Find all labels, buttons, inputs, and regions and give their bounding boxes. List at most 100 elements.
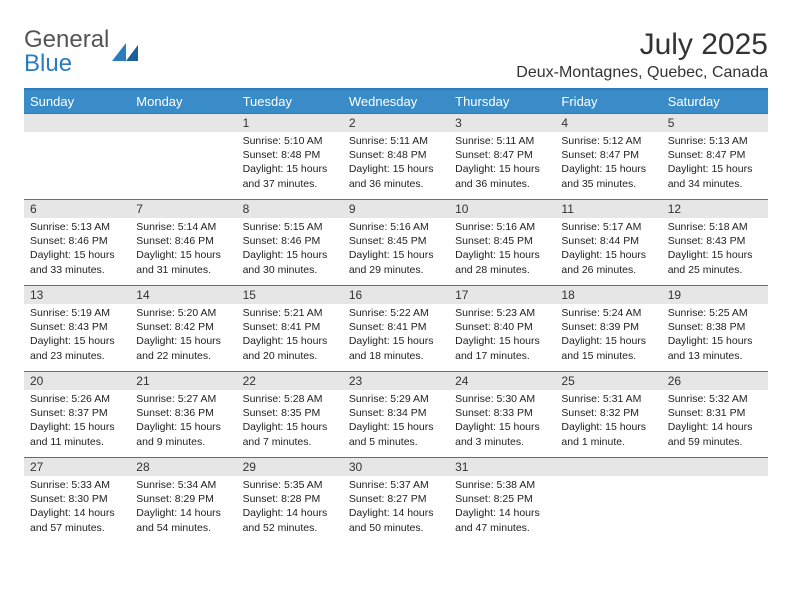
calendar-cell: 12Sunrise: 5:18 AMSunset: 8:43 PMDayligh… <box>662 199 768 285</box>
day-number: 15 <box>237 285 343 304</box>
day-detail: Sunrise: 5:10 AMSunset: 8:48 PMDaylight:… <box>237 132 343 195</box>
day-detail: Sunrise: 5:17 AMSunset: 8:44 PMDaylight:… <box>555 218 661 281</box>
logo: General Blue <box>24 28 140 76</box>
calendar-cell: 7Sunrise: 5:14 AMSunset: 8:46 PMDaylight… <box>130 199 236 285</box>
day-detail: Sunrise: 5:35 AMSunset: 8:28 PMDaylight:… <box>237 476 343 539</box>
day-number: 7 <box>130 199 236 218</box>
day-detail: Sunrise: 5:34 AMSunset: 8:29 PMDaylight:… <box>130 476 236 539</box>
calendar-cell: 8Sunrise: 5:15 AMSunset: 8:46 PMDaylight… <box>237 199 343 285</box>
day-number: 17 <box>449 285 555 304</box>
day-number: 22 <box>237 371 343 390</box>
weekday-header: Sunday <box>24 90 130 113</box>
calendar-cell: 24Sunrise: 5:30 AMSunset: 8:33 PMDayligh… <box>449 371 555 457</box>
calendar-cell: 13Sunrise: 5:19 AMSunset: 8:43 PMDayligh… <box>24 285 130 371</box>
calendar-cell: 28Sunrise: 5:34 AMSunset: 8:29 PMDayligh… <box>130 457 236 543</box>
calendar-cell: 29Sunrise: 5:35 AMSunset: 8:28 PMDayligh… <box>237 457 343 543</box>
logo-text-blue: Blue <box>24 50 72 77</box>
day-number: 6 <box>24 199 130 218</box>
day-detail: Sunrise: 5:26 AMSunset: 8:37 PMDaylight:… <box>24 390 130 453</box>
calendar-cell: 20Sunrise: 5:26 AMSunset: 8:37 PMDayligh… <box>24 371 130 457</box>
weekday-row: SundayMondayTuesdayWednesdayThursdayFrid… <box>24 90 768 113</box>
month-title: July 2025 <box>516 28 768 62</box>
day-number: 5 <box>662 113 768 132</box>
calendar-cell: 19Sunrise: 5:25 AMSunset: 8:38 PMDayligh… <box>662 285 768 371</box>
calendar-cell: 10Sunrise: 5:16 AMSunset: 8:45 PMDayligh… <box>449 199 555 285</box>
day-number <box>130 113 236 132</box>
day-detail: Sunrise: 5:11 AMSunset: 8:47 PMDaylight:… <box>449 132 555 195</box>
title-block: July 2025 Deux-Montagnes, Quebec, Canada <box>516 28 768 82</box>
weekday-header: Tuesday <box>237 90 343 113</box>
day-detail: Sunrise: 5:23 AMSunset: 8:40 PMDaylight:… <box>449 304 555 367</box>
calendar-cell: 25Sunrise: 5:31 AMSunset: 8:32 PMDayligh… <box>555 371 661 457</box>
day-number: 31 <box>449 457 555 476</box>
calendar-cell: 31Sunrise: 5:38 AMSunset: 8:25 PMDayligh… <box>449 457 555 543</box>
calendar-cell: 16Sunrise: 5:22 AMSunset: 8:41 PMDayligh… <box>343 285 449 371</box>
calendar-cell <box>662 457 768 543</box>
weekday-header: Saturday <box>662 90 768 113</box>
day-number: 21 <box>130 371 236 390</box>
day-detail: Sunrise: 5:14 AMSunset: 8:46 PMDaylight:… <box>130 218 236 281</box>
logo-text-general: General <box>24 26 109 53</box>
day-detail: Sunrise: 5:28 AMSunset: 8:35 PMDaylight:… <box>237 390 343 453</box>
day-number: 23 <box>343 371 449 390</box>
calendar-table: SundayMondayTuesdayWednesdayThursdayFrid… <box>24 90 768 543</box>
day-number: 25 <box>555 371 661 390</box>
day-detail: Sunrise: 5:11 AMSunset: 8:48 PMDaylight:… <box>343 132 449 195</box>
day-number: 1 <box>237 113 343 132</box>
day-number: 14 <box>130 285 236 304</box>
calendar-cell: 2Sunrise: 5:11 AMSunset: 8:48 PMDaylight… <box>343 113 449 199</box>
calendar-cell: 27Sunrise: 5:33 AMSunset: 8:30 PMDayligh… <box>24 457 130 543</box>
calendar-row: 13Sunrise: 5:19 AMSunset: 8:43 PMDayligh… <box>24 285 768 371</box>
day-detail: Sunrise: 5:24 AMSunset: 8:39 PMDaylight:… <box>555 304 661 367</box>
calendar-cell: 30Sunrise: 5:37 AMSunset: 8:27 PMDayligh… <box>343 457 449 543</box>
day-detail: Sunrise: 5:21 AMSunset: 8:41 PMDaylight:… <box>237 304 343 367</box>
calendar-cell: 22Sunrise: 5:28 AMSunset: 8:35 PMDayligh… <box>237 371 343 457</box>
day-number: 24 <box>449 371 555 390</box>
day-number: 29 <box>237 457 343 476</box>
day-detail: Sunrise: 5:37 AMSunset: 8:27 PMDaylight:… <box>343 476 449 539</box>
day-detail: Sunrise: 5:16 AMSunset: 8:45 PMDaylight:… <box>343 218 449 281</box>
calendar-cell: 9Sunrise: 5:16 AMSunset: 8:45 PMDaylight… <box>343 199 449 285</box>
calendar-row: 1Sunrise: 5:10 AMSunset: 8:48 PMDaylight… <box>24 113 768 199</box>
day-number: 19 <box>662 285 768 304</box>
weekday-header: Wednesday <box>343 90 449 113</box>
calendar-cell: 14Sunrise: 5:20 AMSunset: 8:42 PMDayligh… <box>130 285 236 371</box>
calendar-cell: 5Sunrise: 5:13 AMSunset: 8:47 PMDaylight… <box>662 113 768 199</box>
calendar-cell <box>130 113 236 199</box>
calendar-cell: 4Sunrise: 5:12 AMSunset: 8:47 PMDaylight… <box>555 113 661 199</box>
day-detail: Sunrise: 5:29 AMSunset: 8:34 PMDaylight:… <box>343 390 449 453</box>
day-number: 8 <box>237 199 343 218</box>
header: General Blue July 2025 Deux-Montagnes, Q… <box>24 28 768 82</box>
day-number: 27 <box>24 457 130 476</box>
day-number: 12 <box>662 199 768 218</box>
day-detail: Sunrise: 5:32 AMSunset: 8:31 PMDaylight:… <box>662 390 768 453</box>
calendar-cell: 3Sunrise: 5:11 AMSunset: 8:47 PMDaylight… <box>449 113 555 199</box>
location: Deux-Montagnes, Quebec, Canada <box>516 64 768 82</box>
day-detail: Sunrise: 5:25 AMSunset: 8:38 PMDaylight:… <box>662 304 768 367</box>
day-number <box>555 457 661 476</box>
calendar-cell: 11Sunrise: 5:17 AMSunset: 8:44 PMDayligh… <box>555 199 661 285</box>
calendar-cell: 21Sunrise: 5:27 AMSunset: 8:36 PMDayligh… <box>130 371 236 457</box>
logo-text: General Blue <box>24 28 109 76</box>
day-detail: Sunrise: 5:30 AMSunset: 8:33 PMDaylight:… <box>449 390 555 453</box>
day-number: 20 <box>24 371 130 390</box>
day-detail: Sunrise: 5:31 AMSunset: 8:32 PMDaylight:… <box>555 390 661 453</box>
day-number: 16 <box>343 285 449 304</box>
day-detail: Sunrise: 5:13 AMSunset: 8:47 PMDaylight:… <box>662 132 768 195</box>
calendar-cell: 6Sunrise: 5:13 AMSunset: 8:46 PMDaylight… <box>24 199 130 285</box>
calendar-row: 6Sunrise: 5:13 AMSunset: 8:46 PMDaylight… <box>24 199 768 285</box>
day-detail: Sunrise: 5:13 AMSunset: 8:46 PMDaylight:… <box>24 218 130 281</box>
calendar-cell <box>24 113 130 199</box>
day-detail: Sunrise: 5:20 AMSunset: 8:42 PMDaylight:… <box>130 304 236 367</box>
day-number: 10 <box>449 199 555 218</box>
calendar-cell: 26Sunrise: 5:32 AMSunset: 8:31 PMDayligh… <box>662 371 768 457</box>
weekday-header: Friday <box>555 90 661 113</box>
day-detail: Sunrise: 5:27 AMSunset: 8:36 PMDaylight:… <box>130 390 236 453</box>
calendar-cell: 23Sunrise: 5:29 AMSunset: 8:34 PMDayligh… <box>343 371 449 457</box>
day-number: 3 <box>449 113 555 132</box>
calendar-cell <box>555 457 661 543</box>
calendar-cell: 18Sunrise: 5:24 AMSunset: 8:39 PMDayligh… <box>555 285 661 371</box>
calendar-row: 20Sunrise: 5:26 AMSunset: 8:37 PMDayligh… <box>24 371 768 457</box>
day-number: 18 <box>555 285 661 304</box>
day-detail: Sunrise: 5:16 AMSunset: 8:45 PMDaylight:… <box>449 218 555 281</box>
